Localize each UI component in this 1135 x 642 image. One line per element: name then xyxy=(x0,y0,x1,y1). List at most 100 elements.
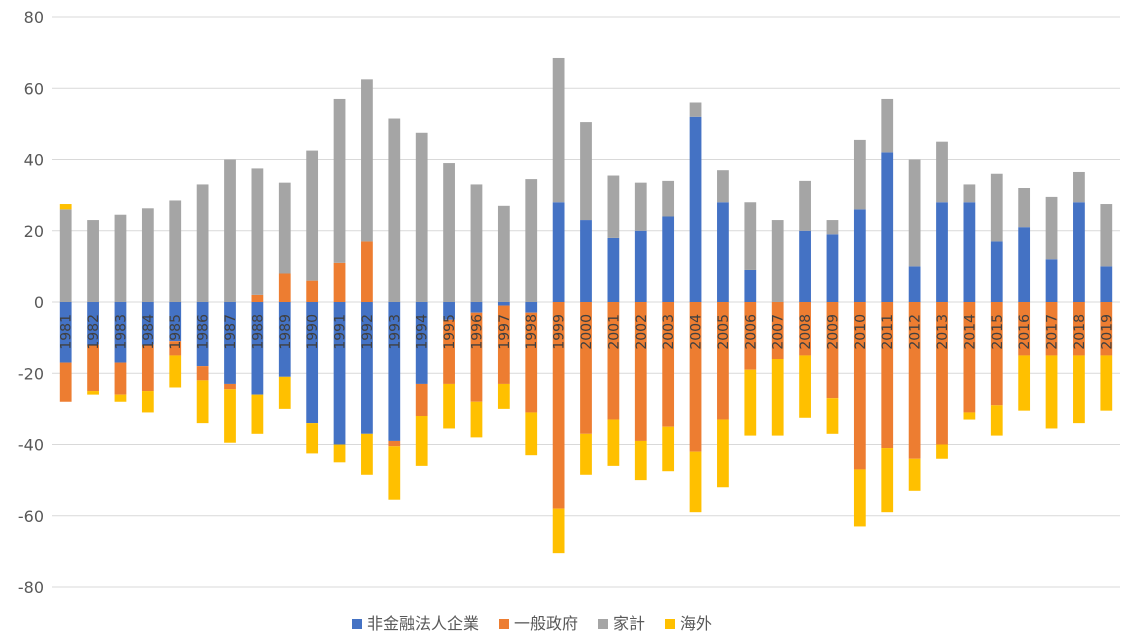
bar-1999-series-3 xyxy=(552,508,565,554)
legend-swatch xyxy=(665,619,675,629)
bar-1982-series-1 xyxy=(87,344,99,392)
bar-2018-series-3 xyxy=(1073,355,1085,424)
bar-1981-series-2 xyxy=(59,209,72,302)
x-tick-label: 2011 xyxy=(880,314,896,350)
bar-2013-series-3 xyxy=(936,444,948,459)
bar-2001-series-0 xyxy=(607,237,620,302)
bar-1986-series-3 xyxy=(196,380,209,424)
legend-swatch xyxy=(352,619,362,629)
bar-1997-series-1 xyxy=(497,305,510,384)
bar-2009-series-1 xyxy=(826,302,839,399)
bar-2003-series-2 xyxy=(662,180,675,217)
bar-1985-series-3 xyxy=(169,355,182,388)
bar-2008-series-3 xyxy=(799,355,811,418)
bar-2014-series-1 xyxy=(963,302,976,413)
bar-2008-series-1 xyxy=(799,302,811,356)
bar-1990-series-0 xyxy=(306,302,319,424)
bar-2000-series-2 xyxy=(580,122,592,221)
bar-2005-series-3 xyxy=(717,419,729,488)
bar-1986-series-0 xyxy=(196,302,209,367)
bar-2007-series-2 xyxy=(771,220,784,302)
y-tick-label: 0 xyxy=(34,293,44,312)
bar-2006-series-3 xyxy=(744,369,757,436)
x-tick-label: 1998 xyxy=(524,314,540,350)
bar-2017-series-3 xyxy=(1045,355,1058,429)
bar-2018-series-2 xyxy=(1073,171,1085,203)
x-tick-label: 2017 xyxy=(1045,314,1061,350)
bar-2015-series-3 xyxy=(990,405,1003,436)
bar-1992-series-0 xyxy=(361,302,373,434)
bar-1989-series-1 xyxy=(278,273,291,302)
bar-1983-series-1 xyxy=(114,362,127,395)
bar-2009-series-3 xyxy=(826,398,839,434)
bar-1991-series-2 xyxy=(333,98,346,263)
bar-2004-series-3 xyxy=(689,451,702,513)
bar-2013-series-2 xyxy=(936,141,948,203)
legend-label: 一般政府 xyxy=(514,614,578,633)
bar-2019-series-1 xyxy=(1100,302,1113,356)
bar-1987-series-1 xyxy=(224,383,236,390)
legend-label: 非金融法人企業 xyxy=(367,614,479,633)
bar-1987-series-2 xyxy=(224,159,236,302)
bar-2013-series-1 xyxy=(936,302,948,445)
bar-2001-series-1 xyxy=(607,302,620,420)
bar-2001-series-3 xyxy=(607,419,620,466)
legend-label: 海外 xyxy=(680,614,712,633)
bar-2000-series-0 xyxy=(580,220,592,302)
bar-1981-series-1 xyxy=(59,362,72,402)
bar-1991-series-0 xyxy=(333,302,346,445)
y-tick-label: -60 xyxy=(18,507,44,526)
bar-1990-series-3 xyxy=(306,423,319,454)
bar-2013-series-0 xyxy=(936,202,948,302)
x-tick-label: 1994 xyxy=(415,314,431,350)
bar-2002-series-0 xyxy=(634,230,647,302)
bar-1999-series-1 xyxy=(552,302,565,509)
bar-2000-series-1 xyxy=(580,302,592,434)
x-tick-label: 1996 xyxy=(469,314,485,350)
bar-2005-series-0 xyxy=(717,202,729,302)
bar-2003-series-1 xyxy=(662,302,675,427)
bar-2019-series-2 xyxy=(1100,204,1113,267)
bar-2006-series-1 xyxy=(744,302,757,370)
bar-2018-series-0 xyxy=(1073,202,1085,302)
bar-2002-series-2 xyxy=(634,182,647,231)
bar-2009-series-0 xyxy=(826,234,839,302)
x-tick-label: 1990 xyxy=(305,314,321,350)
bar-2018-series-1 xyxy=(1073,302,1085,356)
bar-1994-series-0 xyxy=(415,302,428,384)
bar-2008-series-2 xyxy=(799,180,811,231)
x-tick-label: 1985 xyxy=(168,314,184,350)
bar-1996-series-1 xyxy=(470,312,483,402)
bar-2019-series-3 xyxy=(1100,355,1113,411)
bar-2003-series-0 xyxy=(662,216,675,302)
y-tick-label: -20 xyxy=(18,364,44,383)
x-tick-label: 2018 xyxy=(1072,314,1088,350)
bar-1983-series-2 xyxy=(114,214,127,302)
x-tick-label: 2008 xyxy=(798,314,814,350)
x-tick-label: 1993 xyxy=(387,314,403,350)
x-tick-label: 2019 xyxy=(1099,314,1115,350)
x-tick-label: 2002 xyxy=(634,314,650,350)
x-tick-label: 2004 xyxy=(689,314,705,350)
bar-2016-series-0 xyxy=(1018,227,1031,302)
bar-1987-series-0 xyxy=(224,302,236,384)
bar-2012-series-3 xyxy=(908,458,921,491)
bars xyxy=(59,57,1113,554)
bar-1988-series-1 xyxy=(251,294,264,302)
x-tick-label: 2005 xyxy=(716,314,732,350)
legend: 非金融法人企業 一般政府 家計 海外 xyxy=(352,614,712,633)
bar-1982-series-0 xyxy=(87,302,99,345)
bar-2010-series-3 xyxy=(853,469,866,527)
x-tick-label: 1981 xyxy=(59,314,75,350)
x-tick-label: 2013 xyxy=(935,314,951,350)
bar-1991-series-3 xyxy=(333,444,346,463)
bar-2014-series-2 xyxy=(963,184,976,203)
bar-2015-series-2 xyxy=(990,173,1003,242)
bar-1998-series-0 xyxy=(525,302,538,313)
legend-swatch xyxy=(499,619,509,629)
bar-2015-series-0 xyxy=(990,241,1003,302)
bar-1987-series-3 xyxy=(224,389,236,443)
bar-2019-series-0 xyxy=(1100,266,1113,302)
bar-1988-series-3 xyxy=(251,394,264,434)
bar-1998-series-3 xyxy=(525,412,538,456)
